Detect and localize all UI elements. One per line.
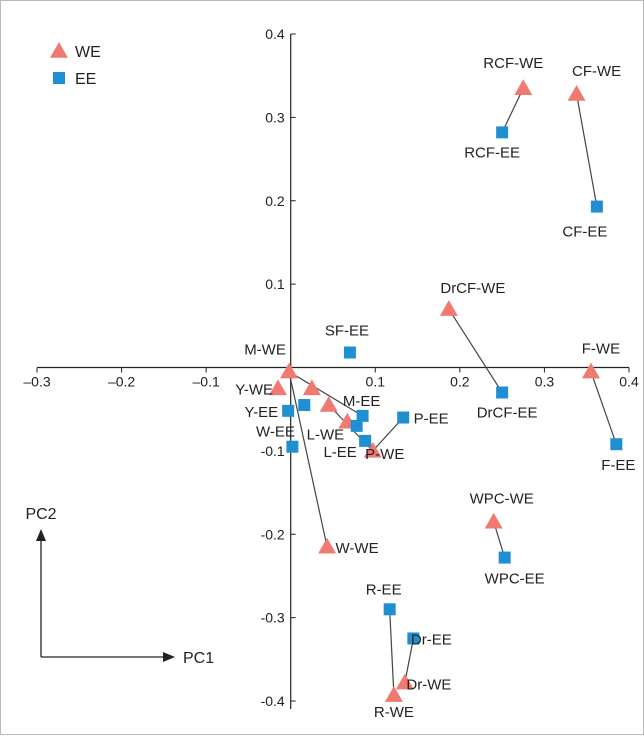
ee-point (343, 346, 356, 359)
pc2-arrowhead (36, 529, 46, 541)
point-label: SF-EE (325, 322, 369, 339)
we-point (318, 537, 337, 554)
point-label: WPC-EE (485, 571, 545, 588)
ee-point (590, 200, 603, 213)
legend-label: WE (75, 44, 101, 61)
ee-point (496, 126, 509, 139)
point-label: CF-EE (562, 224, 607, 241)
y-tick-label: -0.1 (261, 443, 285, 459)
x-tick-label: 0.2 (450, 374, 470, 390)
x-tick-label: 0.3 (535, 374, 555, 390)
connection-line (288, 371, 328, 547)
connection-line (590, 371, 617, 445)
ee-point (383, 603, 396, 616)
point-label: W-WE (336, 540, 379, 557)
ee-point (610, 438, 623, 451)
point-label: Dr-EE (411, 631, 452, 648)
ee-point (356, 409, 369, 422)
y-tick-label: 0.4 (265, 26, 285, 42)
pc1-label: PC1 (183, 650, 214, 667)
point-label: WPC-WE (470, 491, 534, 508)
point-label: P-WE (365, 446, 404, 463)
we-point (302, 379, 321, 396)
point-label: W-EE (256, 424, 295, 441)
point-label: L-EE (323, 444, 356, 461)
connection-line (575, 93, 598, 207)
connection-line (389, 609, 395, 696)
point-label: R-EE (366, 581, 402, 598)
point-label: M-EE (343, 393, 381, 410)
y-tick-label: 0.1 (265, 276, 285, 292)
legend-we-marker (50, 42, 68, 58)
point-label: CF-WE (572, 63, 621, 80)
ee-point (498, 551, 511, 564)
point-label: DrCF-WE (440, 280, 505, 297)
point-label: F-EE (601, 457, 635, 474)
we-point (484, 512, 503, 529)
point-label: L-WE (307, 427, 345, 444)
legend-label: EE (75, 71, 96, 88)
y-tick-label: 0.3 (265, 109, 285, 125)
y-tick-label: 0.2 (265, 193, 285, 209)
ee-point (496, 386, 509, 399)
ee-point (350, 419, 363, 432)
x-tick-label: –0.3 (23, 374, 50, 390)
we-point (514, 79, 533, 95)
point-label: RCF-WE (483, 55, 543, 72)
pc2-label: PC2 (25, 506, 56, 523)
point-label: M-WE (244, 342, 286, 359)
x-tick-label: –0.2 (108, 374, 135, 390)
connection-line (288, 371, 363, 417)
y-tick-label: -0.4 (261, 693, 285, 709)
connection-line (404, 638, 414, 683)
ee-point (286, 440, 299, 453)
legend-ee-marker (53, 72, 65, 84)
point-label: R-WE (374, 704, 414, 721)
x-tick-label: 0.1 (366, 374, 386, 390)
ee-point (359, 434, 372, 447)
we-point (280, 362, 299, 379)
pc1-arrowhead (163, 652, 175, 662)
we-point (363, 441, 382, 458)
we-point (567, 85, 586, 101)
point-label: Dr-WE (406, 677, 451, 694)
point-label: RCF-EE (464, 144, 520, 161)
y-tick-label: -0.2 (261, 526, 285, 542)
ee-point (298, 399, 311, 412)
point-label: P-EE (414, 411, 449, 428)
we-point (439, 300, 458, 316)
ee-point (407, 632, 420, 645)
point-label: Y-WE (235, 381, 273, 398)
ee-point (282, 404, 295, 417)
we-point (269, 379, 288, 396)
x-tick-label: 0.4 (619, 374, 639, 390)
ee-point (397, 411, 410, 424)
we-point (581, 362, 600, 379)
y-tick-label: -0.3 (261, 610, 285, 626)
point-label: DrCF-EE (477, 405, 538, 422)
we-point (395, 673, 414, 690)
point-label: Y-EE (245, 404, 279, 421)
we-point (384, 686, 403, 702)
connection-line (501, 87, 524, 133)
point-label: F-WE (582, 341, 620, 358)
x-tick-label: –0.1 (193, 374, 220, 390)
we-point (319, 396, 338, 412)
connection-line (448, 308, 503, 393)
